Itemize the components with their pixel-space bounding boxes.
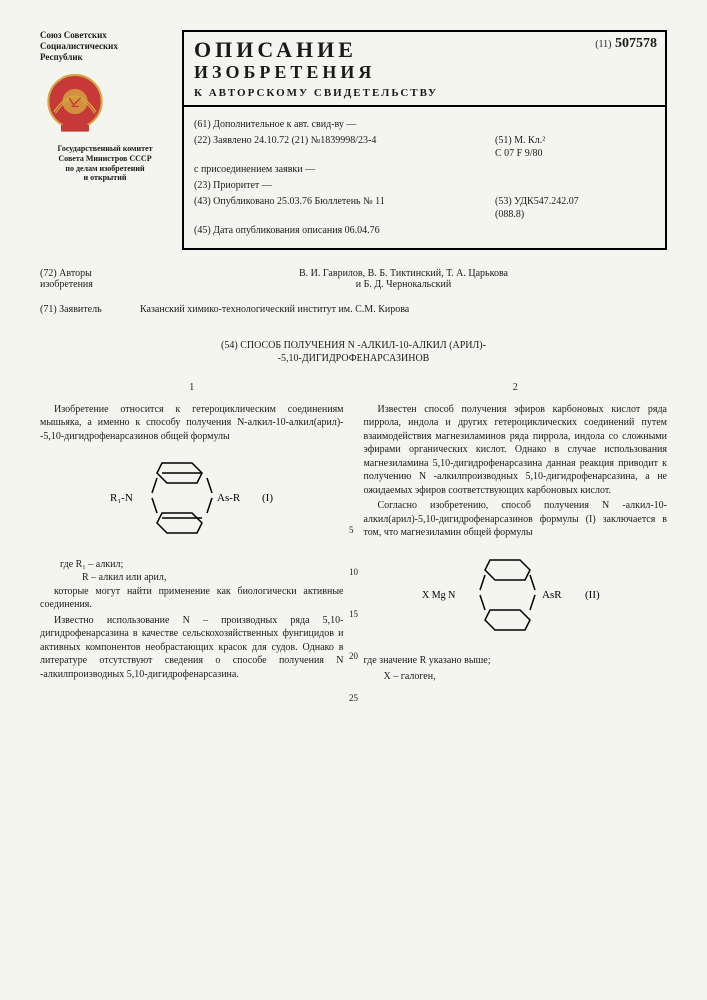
committee-label: Государственный комитет Совета Министров…	[40, 144, 170, 182]
meta-22: (22) Заявлено 24.10.72 (21) №1839998/23-…	[194, 134, 495, 160]
meta-43: (43) Опубликовано 25.03.76 Бюллетень № 1…	[194, 195, 495, 221]
meta-53: (53) УДК547.242.07 (088.8)	[495, 195, 655, 221]
formula1-right: As-R	[217, 492, 241, 504]
patent-number: 507578	[615, 36, 657, 51]
meta-23: (23) Приоритет —	[194, 179, 495, 192]
col2-where-x: X – галоген,	[384, 670, 668, 684]
meta-61: (61) Дополнительное к авт. свид-ву —	[194, 118, 495, 131]
col1-number: 1	[40, 381, 344, 395]
document-title: (54) СПОСОБ ПОЛУЧЕНИЯ N -АЛКИЛ-10-АЛКИЛ …	[80, 339, 627, 365]
ln-10: 10	[349, 567, 358, 577]
meta-22b: с присоединением заявки —	[194, 163, 495, 176]
col2-where: где значение R указано выше;	[364, 654, 668, 668]
column-2: 2 Известен способ получения эфиров карбо…	[364, 381, 668, 683]
formula1-num: (I)	[262, 492, 273, 504]
ln-20: 20	[349, 651, 358, 661]
state-emblem	[40, 70, 110, 140]
metadata-box: (61) Дополнительное к авт. свид-ву — (22…	[182, 107, 667, 250]
formula-1: R₁-N As-R (I)	[40, 453, 344, 548]
formula-2: X Mg N AsR (II)	[364, 550, 668, 645]
authors-names: В. И. Гаврилов, В. Б. Тиктинский, Т. А. …	[140, 268, 667, 290]
ln-5: 5	[349, 525, 358, 535]
col2-para2: Согласно изобретению, способ получения N…	[364, 499, 668, 540]
formula1-left: R₁-N	[110, 492, 133, 504]
patent-prefix: (11)	[595, 39, 611, 50]
title-block: (11) 507578 ОПИСАНИЕ ИЗОБРЕТЕНИЯ К АВТОР…	[182, 30, 667, 107]
ln-15: 15	[349, 609, 358, 619]
col1-where-r: R – алкил или арил,	[82, 571, 344, 585]
col1-para3: Известно использование N – производных р…	[40, 614, 344, 682]
ln-25: 25	[349, 693, 358, 703]
meta-51: (51) М. Кл.² С 07 F 9/80	[495, 134, 655, 160]
applicant-name: Казанский химико-технологический институ…	[140, 304, 667, 315]
formula2-num: (II)	[585, 589, 600, 601]
col1-where-r1: где R₁ – алкил;	[60, 558, 344, 572]
column-1: 1 Изобретение относится к гетероцикличес…	[40, 381, 344, 683]
col1-para2: которые могут найти применение как биоло…	[40, 585, 344, 612]
col2-para1: Известен способ получения эфиров карбоно…	[364, 403, 668, 498]
formula2-right: AsR	[542, 589, 562, 601]
col2-number: 2	[364, 381, 668, 395]
line-numbers: 5 10 15 20 25	[349, 525, 358, 703]
main-title-2: ИЗОБРЕТЕНИЯ	[194, 62, 655, 83]
authors-label: (72) Авторы изобретения	[40, 268, 140, 290]
formula2-left: X Mg N	[422, 590, 455, 601]
applicant-label: (71) Заявитель	[40, 304, 140, 315]
subtitle: К АВТОРСКОМУ СВИДЕТЕЛЬСТВУ	[194, 87, 655, 99]
main-title-1: ОПИСАНИЕ	[194, 38, 655, 62]
country-label: Союз Советских Социалистических Республи…	[40, 30, 170, 62]
col1-para1: Изобретение относится к гетероциклически…	[40, 403, 344, 444]
meta-45: (45) Дата опубликования описания 06.04.7…	[194, 224, 495, 237]
